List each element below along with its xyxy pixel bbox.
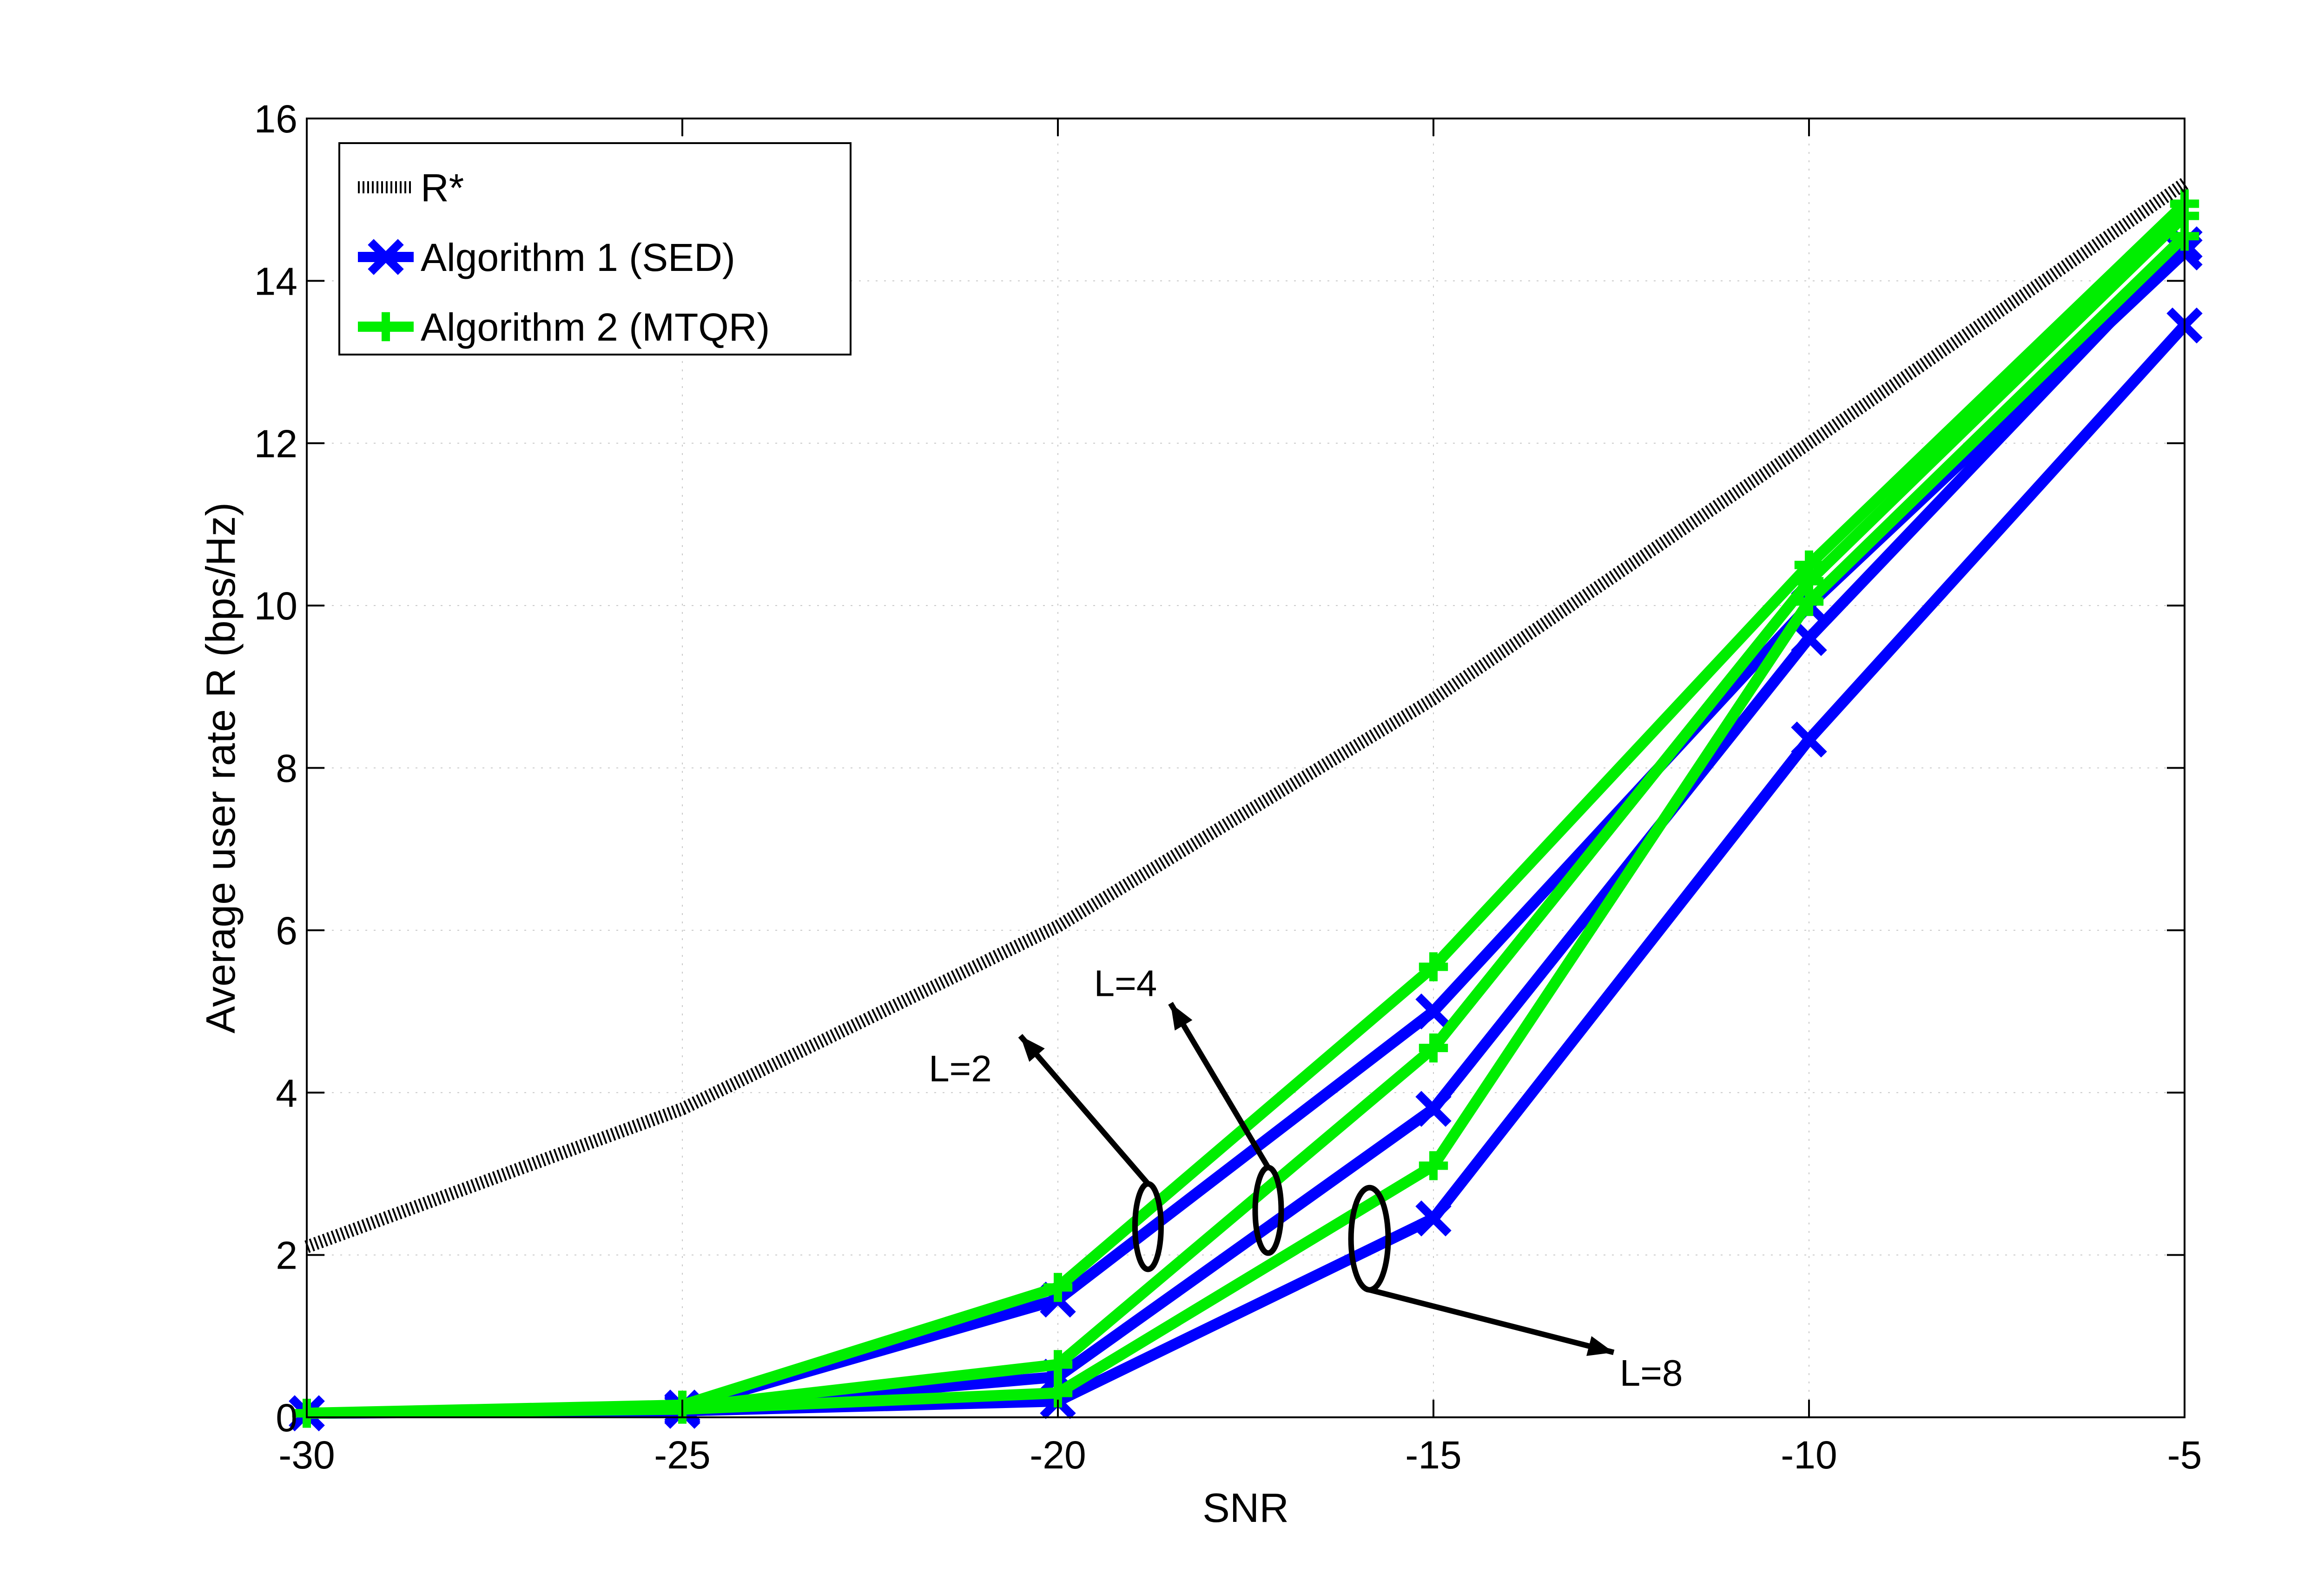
series-algorithm-2-mtqr-l8 <box>292 222 2199 1428</box>
data-point <box>1043 1350 1073 1379</box>
marker-stroke <box>1791 620 1827 656</box>
annotation-label: L=8 <box>1620 1352 1683 1394</box>
data-point <box>1043 1273 1073 1302</box>
y-tick-label: 12 <box>254 422 297 466</box>
legend: R* Algorithm 1 (SED) Algorithm 2 (MTQR) <box>338 142 852 355</box>
data-point <box>1791 620 1827 656</box>
data-point <box>1415 1200 1452 1237</box>
series-line <box>304 178 2188 1253</box>
legend-label: Algorithm 2 (MTQR) <box>421 305 770 349</box>
marker-stroke <box>368 239 404 275</box>
series-line <box>306 232 2189 1419</box>
y-tick-label: 8 <box>276 747 297 790</box>
y-tick-label: 0 <box>276 1396 297 1440</box>
data-point <box>1419 952 1448 981</box>
y-tick-label: 14 <box>254 259 297 303</box>
x-axis-title: SNR <box>1202 1485 1289 1531</box>
data-point <box>1794 587 1824 616</box>
annotations: L=2 L=4 L=8 <box>929 962 1683 1394</box>
data-point <box>1791 721 1827 758</box>
series-r <box>304 178 2188 1253</box>
x-tick-label: -30 <box>278 1433 335 1477</box>
legend-box <box>338 142 852 355</box>
annotation-l-8: L=8 <box>1348 1185 1683 1394</box>
annotation-arrow-line <box>1018 1034 1150 1186</box>
annotation-l-2: L=2 <box>929 1034 1164 1272</box>
x-tick-label: -15 <box>1405 1433 1461 1477</box>
annotation-arrow-line <box>1168 1002 1271 1169</box>
marker-stroke <box>1791 721 1827 758</box>
x-tick-label: -25 <box>654 1433 710 1477</box>
marker-stroke <box>1415 1200 1452 1237</box>
annotation-arrow-head <box>1020 1035 1045 1062</box>
annotation-label: L=2 <box>929 1048 992 1089</box>
annotation-arrow-head <box>1586 1336 1614 1356</box>
x-tick-label: -10 <box>1781 1433 1837 1477</box>
legend-swatch-marker <box>368 239 404 275</box>
annotation-label: L=4 <box>1094 962 1157 1004</box>
y-axis-title: Average user rate R (bps/Hz) <box>198 502 244 1033</box>
x-tick-label: -5 <box>2167 1433 2202 1477</box>
legend-entry: Algorithm 2 (MTQR) <box>358 305 770 349</box>
legend-entries: R* Algorithm 1 (SED) Algorithm 2 (MTQR) <box>358 166 770 349</box>
legend-label: Algorithm 1 (SED) <box>421 236 735 279</box>
y-tick-label: 10 <box>254 584 297 628</box>
legend-swatch-marker <box>371 312 401 342</box>
y-tick-label: 4 <box>276 1071 297 1115</box>
axis-ticks: -30 -25 -20 -15 -10 -5 0 2 4 6 8 10 12 14 16 <box>254 97 2202 1477</box>
y-tick-label: 16 <box>254 97 297 141</box>
x-tick-label: -20 <box>1030 1433 1086 1477</box>
data-point <box>1419 1033 1448 1063</box>
marker-stroke <box>1415 1091 1452 1127</box>
y-tick-label: 2 <box>276 1234 297 1277</box>
data-point <box>1415 1091 1452 1127</box>
legend-entry: Algorithm 1 (SED) <box>358 236 735 279</box>
data-point <box>1419 1151 1448 1180</box>
annotation-arrow-head <box>1170 1003 1193 1031</box>
annotation-l-4: L=4 <box>1094 962 1284 1256</box>
marker-stroke <box>1415 993 1452 1030</box>
y-tick-label: 6 <box>276 909 297 953</box>
legend-entry: R* <box>358 166 464 210</box>
data-point <box>1415 993 1452 1030</box>
legend-label: R* <box>421 166 464 210</box>
annotation-arrow-line <box>1369 1287 1615 1356</box>
